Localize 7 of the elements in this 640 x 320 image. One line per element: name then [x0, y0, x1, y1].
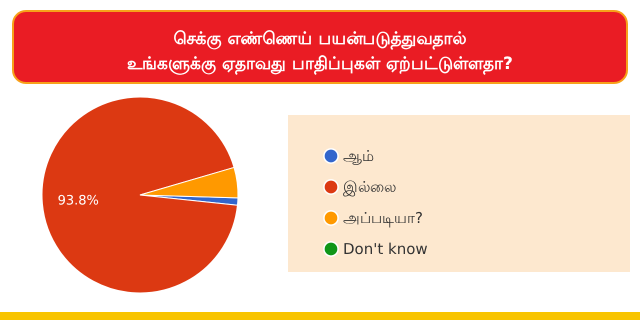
pie-slice	[42, 96, 238, 294]
chart-title: செக்கு எண்ணெய் பயன்படுத்துவதால் உங்களுக்கு ஏதாவது பாதிப்புகள் ஏற்பட்டுள்ளதா?	[127, 29, 513, 75]
data-label: 93.8%	[58, 194, 99, 209]
legend-label: அப்படியா?	[343, 209, 423, 227]
legend-label: Don't know	[343, 240, 428, 258]
legend-label: இல்லை	[343, 178, 396, 196]
legend-label: ஆம்	[343, 147, 374, 165]
